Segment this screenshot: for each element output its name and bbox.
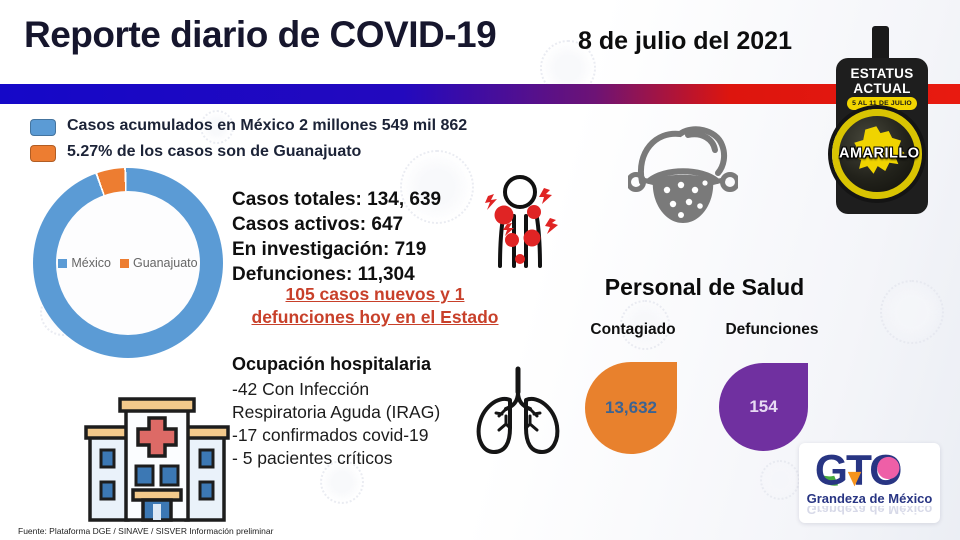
- traffic-light-stem: [872, 26, 889, 64]
- cases-legend: Casos acumulados en México 2 millones 54…: [30, 117, 467, 169]
- gto-logo: GTO Grandeza de México Grandeza de Méxic…: [799, 443, 940, 523]
- deaths-column-label: Defunciones: [725, 321, 819, 338]
- hosp-line-irag-2: Respiratoria Aguda (IRAG): [232, 402, 441, 422]
- infected-value: 13,632: [605, 398, 657, 417]
- donut-inner-legend: México Guanajuato: [58, 256, 198, 270]
- stat-under-investigation: En investigación: 719: [232, 239, 427, 260]
- mexico-swatch: [30, 119, 56, 136]
- state-stats: Casos totales: 134, 639 Casos activos: 6…: [232, 187, 441, 287]
- deaths-blob: 154: [719, 363, 808, 451]
- virus-decoration: [400, 150, 474, 224]
- status-label: ESTATUS ACTUAL: [850, 66, 914, 96]
- highlight-line2: defunciones hoy en el Estado: [251, 307, 499, 327]
- source-footer: Fuente: Plataforma DGE / SINAVE / SISVER…: [18, 526, 274, 536]
- new-cases-highlight: 105 casos nuevos y 1 defunciones hoy en …: [240, 283, 510, 329]
- page-title: Reporte diario de COVID-19: [24, 14, 497, 55]
- body-aches-icon: [485, 175, 558, 268]
- hospital-occupancy-title: Ocupación hospitalaria: [232, 354, 432, 374]
- gto-logo-letters: GTO: [814, 446, 902, 494]
- guanajuato-swatch: [30, 145, 56, 162]
- virus-decoration: [760, 460, 800, 500]
- donut-legend-mexico: México: [71, 256, 111, 270]
- legend-guanajuato-label: 5.27% de los casos son de Guanajuato: [67, 143, 362, 160]
- guanajuato-square-icon: [119, 258, 129, 268]
- lungs-icon: [476, 366, 560, 454]
- face-mask-icon: [628, 126, 738, 223]
- hospital-icon: [84, 397, 230, 522]
- hospital-occupancy-lines: -42 Con Infección Respiratoria Aguda (IR…: [232, 378, 440, 470]
- highlight-line1: 105 casos nuevos y 1: [285, 284, 465, 304]
- status-level: AMARILLO: [839, 145, 920, 162]
- donut-chart: México Guanajuato: [33, 168, 223, 358]
- status-period: 5 AL 11 DE JULIO: [847, 97, 917, 110]
- divider-gradient-bar: [0, 84, 960, 104]
- legend-row-guanajuato: 5.27% de los casos son de Guanajuato: [30, 143, 467, 162]
- virus-decoration: [880, 280, 944, 344]
- hosp-line-irag-1: -42 Con Infección: [232, 379, 370, 399]
- health-personnel-title: Personal de Salud: [604, 274, 805, 300]
- donut-legend-guanajuato: Guanajuato: [132, 256, 198, 270]
- stat-total-cases: Casos totales: 134, 639: [232, 189, 442, 210]
- gto-tagline: Grandeza de México: [806, 491, 933, 506]
- stat-deaths: Defunciones: 11,304: [232, 264, 415, 285]
- gto-tagline-reflection: Grandeza de México: [806, 506, 933, 517]
- legend-mexico-label: Casos acumulados en México 2 millones 54…: [67, 117, 468, 134]
- infected-blob: 13,632: [585, 362, 677, 454]
- status-light-circle: AMARILLO: [832, 109, 922, 199]
- infected-column-label: Contagiado: [590, 321, 676, 338]
- guanajuato-map-icon: [852, 126, 905, 174]
- virus-decoration: [320, 460, 364, 504]
- virus-decoration: [620, 300, 670, 350]
- hosp-line-confirmed: -17 confirmados covid-19: [232, 425, 429, 445]
- mexico-square-icon: [58, 258, 68, 268]
- deaths-value: 154: [749, 397, 778, 416]
- hosp-line-critical: - 5 pacientes críticos: [232, 448, 393, 468]
- report-date: 8 de julio del 2021: [578, 27, 792, 55]
- legend-row-mexico: Casos acumulados en México 2 millones 54…: [30, 117, 467, 136]
- virus-decoration: [200, 110, 234, 144]
- stat-active-cases: Casos activos: 647: [232, 214, 404, 235]
- donut-hole: México Guanajuato: [56, 191, 200, 335]
